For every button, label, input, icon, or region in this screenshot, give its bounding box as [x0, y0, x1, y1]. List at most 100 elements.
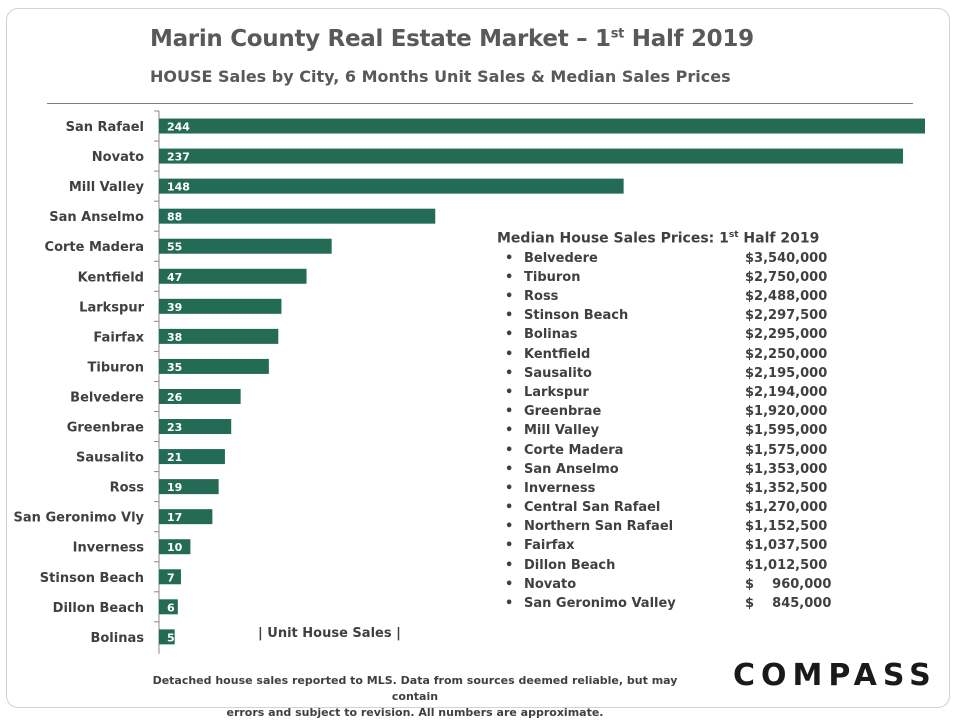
category-label: Tiburon — [88, 360, 144, 375]
category-label: San Anselmo — [49, 210, 144, 225]
bar — [159, 298, 282, 314]
category-label: Fairfax — [93, 330, 144, 345]
bar-value-label: 47 — [167, 271, 182, 284]
median-city: Central San Rafael — [524, 500, 661, 516]
title-divider — [47, 103, 913, 104]
median-city: Tiburon — [524, 269, 581, 285]
bar-value-label: 88 — [167, 211, 182, 224]
bar-value-label: 26 — [167, 391, 183, 404]
median-price: $2,195,000 — [745, 365, 828, 381]
median-price: $2,297,500 — [745, 308, 828, 324]
category-label: Sausalito — [76, 451, 144, 466]
median-price-row: • Corte Madera $1,575,000 — [497, 443, 857, 462]
median-city: Dillon Beach — [524, 557, 616, 573]
median-city: San Anselmo — [524, 461, 619, 477]
bullet-icon: • — [505, 289, 514, 305]
bar — [159, 539, 191, 555]
median-price-row: • Fairfax $1,037,500 — [497, 538, 857, 557]
category-label: Larkspur — [79, 300, 144, 315]
median-price-row: • Stinson Beach $2,297,500 — [497, 308, 857, 327]
bar — [159, 419, 232, 435]
median-prices-title: Median House Sales Prices: 1st Half 2019 — [497, 230, 820, 247]
bullet-icon: • — [505, 365, 514, 381]
median-price-row: • Novato $ 960,000 — [497, 577, 857, 596]
median-price-row: • Ross $2,488,000 — [497, 289, 857, 308]
bar — [159, 599, 178, 615]
bar — [159, 569, 181, 585]
bar-value-label: 7 — [167, 571, 175, 584]
category-label: Novato — [92, 150, 144, 165]
bar — [159, 629, 175, 645]
footnote-line-2: errors and subject to revision. All numb… — [226, 706, 604, 719]
median-city: Kentfield — [524, 346, 591, 362]
median-price-row: • Belvedere $3,540,000 — [497, 251, 857, 270]
bullet-icon: • — [505, 327, 514, 343]
bar — [159, 208, 436, 224]
median-price-row: • Larkspur $2,194,000 — [497, 385, 857, 404]
median-city: Ross — [524, 289, 559, 305]
category-label: Ross — [110, 481, 145, 496]
bar-value-label: 5 — [167, 631, 175, 644]
bar — [159, 178, 624, 194]
bullet-icon: • — [505, 346, 514, 362]
bullet-icon: • — [505, 404, 514, 420]
category-label: Belvedere — [70, 390, 144, 405]
median-price: $1,037,500 — [745, 538, 828, 554]
bar — [159, 328, 279, 344]
bar-value-label: 55 — [167, 241, 182, 254]
median-price-row: • Dillon Beach $1,012,500 — [497, 558, 857, 577]
median-price: $1,012,500 — [745, 557, 828, 573]
median-city: Stinson Beach — [524, 308, 629, 324]
bar-value-label: 21 — [167, 451, 182, 464]
category-label: Stinson Beach — [40, 571, 144, 586]
bar-value-label: 39 — [167, 301, 182, 314]
median-price: $2,250,000 — [745, 346, 828, 362]
bar — [159, 449, 225, 465]
median-city: Fairfax — [524, 538, 575, 554]
median-price: $2,194,000 — [745, 384, 828, 400]
median-city: San Geronimo Valley — [524, 596, 676, 612]
bar-value-label: 17 — [167, 511, 182, 524]
bullet-icon: • — [505, 500, 514, 516]
median-price-row: • Northern San Rafael $1,152,500 — [497, 519, 857, 538]
bar — [159, 388, 241, 404]
median-price: $2,750,000 — [745, 269, 828, 285]
median-price-row: • Tiburon $2,750,000 — [497, 270, 857, 289]
bullet-icon: • — [505, 269, 514, 285]
category-label: Inverness — [73, 541, 145, 556]
category-label: Kentfield — [78, 270, 144, 285]
bar-value-label: 10 — [167, 541, 183, 554]
median-price: $2,295,000 — [745, 327, 828, 343]
median-price: $3,540,000 — [745, 250, 828, 266]
footnote: Detached house sales reported to MLS. Da… — [150, 673, 680, 721]
median-price-row: • San Geronimo Valley $ 845,000 — [497, 596, 857, 615]
median-city: Corte Madera — [524, 442, 624, 458]
median-price-row: • Central San Rafael $1,270,000 — [497, 500, 857, 519]
bullet-icon: • — [505, 250, 514, 266]
median-prices-panel: Median House Sales Prices: 1st Half 2019… — [497, 230, 857, 615]
bullet-icon: • — [505, 596, 514, 612]
median-city: Inverness — [524, 480, 596, 496]
bar-value-label: 19 — [167, 481, 182, 494]
median-city: Larkspur — [524, 384, 589, 400]
median-city: Northern San Rafael — [524, 519, 674, 535]
median-city: Greenbrae — [524, 404, 602, 420]
bar-value-label: 244 — [167, 121, 190, 134]
median-city: Belvedere — [524, 250, 598, 266]
bar-value-label: 38 — [167, 331, 182, 344]
median-prices-list: • Belvedere $3,540,000 • Tiburon $2,750,000 • R… — [497, 251, 857, 616]
bar-value-label: 35 — [167, 361, 182, 374]
median-price: $ 845,000 — [745, 596, 832, 612]
bullet-icon: • — [505, 576, 514, 592]
median-city: Bolinas — [524, 327, 578, 343]
bar-value-label: 23 — [167, 421, 182, 434]
median-price: $1,270,000 — [745, 500, 828, 516]
bar — [159, 268, 307, 284]
bullet-icon: • — [505, 461, 514, 477]
compass-logo: COMPASS — [733, 658, 937, 693]
bar — [159, 148, 904, 164]
median-price: $1,353,000 — [745, 461, 828, 477]
bullet-icon: • — [505, 423, 514, 439]
title-superscript: st — [610, 26, 625, 42]
